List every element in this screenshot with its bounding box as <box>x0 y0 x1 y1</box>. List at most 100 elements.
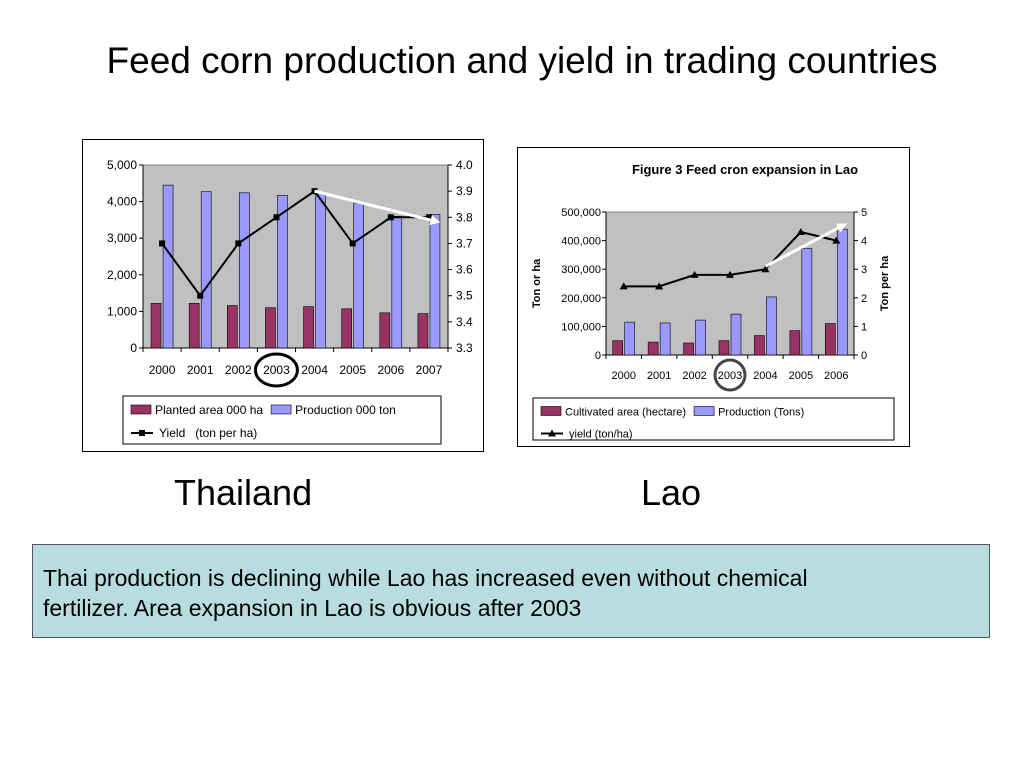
area-bar <box>341 308 352 349</box>
yield-point <box>387 214 394 221</box>
legend-box <box>122 395 442 445</box>
area-bar <box>683 342 694 356</box>
left-tick-label: 4,000 <box>107 195 137 209</box>
summary-note: Thai production is declining while Lao h… <box>32 544 990 638</box>
highlight-circle <box>253 352 299 388</box>
left-tick-label: 200,000 <box>561 293 601 305</box>
trend-arrow-head <box>835 223 847 233</box>
summary-note-line-1: Thai production is declining while Lao h… <box>43 565 808 591</box>
yield-point <box>425 214 432 221</box>
legend-marker <box>548 429 556 437</box>
area-bar <box>417 313 429 349</box>
yield-point <box>159 240 166 247</box>
left-tick-label: 0 <box>595 350 601 362</box>
production-bar <box>162 184 174 349</box>
area-bar <box>379 312 391 349</box>
x-tick-label: 2002 <box>682 370 706 382</box>
right-tick-label: 3.7 <box>456 236 473 250</box>
right-tick-label: 3.5 <box>456 289 473 303</box>
right-tick-label: 2 <box>861 293 867 305</box>
x-tick-label: 2000 <box>149 363 176 377</box>
left-tick-label: 2,000 <box>107 268 137 282</box>
yield-point <box>655 282 664 290</box>
trend-arrow <box>314 189 432 222</box>
yield-point <box>796 228 805 236</box>
yield-point <box>197 292 204 299</box>
trend-arrow-head <box>429 215 441 225</box>
yield-point <box>832 236 841 244</box>
right-tick-label: 0 <box>861 350 867 362</box>
legend-label: Cultivated area (hectare) <box>565 407 686 419</box>
yield-point <box>761 265 770 273</box>
slide-title: Feed corn production and yield in tradin… <box>106 40 938 81</box>
right-tick-label: 4.0 <box>456 158 473 172</box>
thailand-label: Thailand <box>174 472 313 513</box>
legend-label: yield (ton/ha) <box>569 429 633 441</box>
x-tick-label: 2003 <box>718 370 742 382</box>
right-tick-label: 3.4 <box>456 315 473 329</box>
legend-swatch <box>693 406 715 416</box>
production-bar <box>315 193 326 349</box>
left-tick-label: 500,000 <box>561 207 601 219</box>
plot-area <box>605 211 855 356</box>
legend-label: Planted area 000 ha <box>155 403 263 417</box>
area-bar <box>754 335 765 356</box>
production-bar <box>239 192 250 349</box>
legend-label: Yield (ton per ha) <box>159 426 257 440</box>
trend-arrow <box>764 226 839 268</box>
x-tick-label: 2005 <box>339 363 366 377</box>
production-bar <box>353 202 364 349</box>
x-tick-label: 2000 <box>611 370 635 382</box>
production-bar <box>624 321 636 356</box>
x-tick-label: 2003 <box>263 363 290 377</box>
left-tick-label: 5,000 <box>107 158 137 172</box>
area-bar <box>227 305 238 349</box>
area-bar <box>824 323 836 356</box>
production-bar <box>277 195 288 349</box>
chart-title: Figure 3 Feed cron expansion in Lao <box>632 162 858 177</box>
right-tick-label: 3.9 <box>456 184 473 198</box>
area-bar <box>789 330 801 356</box>
production-bar <box>801 248 813 356</box>
x-tick-label: 2001 <box>187 363 214 377</box>
legend-swatch <box>130 404 152 415</box>
yield-point <box>273 214 280 221</box>
area-bar <box>612 340 624 356</box>
production-bar <box>836 228 848 356</box>
area-bar <box>718 340 730 356</box>
area-bar <box>150 303 162 349</box>
legend-label: Production (Tons) <box>718 407 804 419</box>
yield-point <box>349 240 356 247</box>
left-axis-title: Ton or ha <box>531 258 543 308</box>
area-bar <box>303 306 314 349</box>
highlight-circle <box>713 358 747 392</box>
legend-box <box>532 397 895 441</box>
left-tick-label: 400,000 <box>561 236 601 248</box>
production-bar <box>659 322 671 356</box>
right-tick-label: 5 <box>861 207 867 219</box>
x-tick-label: 2004 <box>301 363 328 377</box>
production-bar <box>766 296 777 356</box>
yield-point <box>619 282 628 290</box>
x-tick-label: 2005 <box>789 370 813 382</box>
x-tick-label: 2006 <box>824 370 848 382</box>
production-bar <box>429 214 441 349</box>
area-bar <box>265 307 276 349</box>
left-tick-label: 3,000 <box>107 231 137 245</box>
x-tick-label: 2007 <box>416 363 443 377</box>
x-tick-label: 2001 <box>647 370 671 382</box>
summary-note-line-2: fertilizer. Area expansion in Lao is obv… <box>43 595 582 621</box>
lao-label: Lao <box>641 472 702 513</box>
thailand-chart-svg: 0 1,000 2,000 3,000 4,000 5,000 3.3 3.4 3.5 3.6 3.… <box>107 158 473 445</box>
x-tick-label: 2006 <box>377 363 404 377</box>
left-tick-label: 0 <box>130 341 137 355</box>
yield-point <box>235 240 242 247</box>
legend-marker <box>139 430 145 436</box>
legend-label: Production 000 ton <box>295 403 396 417</box>
production-bar <box>730 313 742 356</box>
production-bar <box>391 215 403 349</box>
yield-point <box>690 270 699 278</box>
right-tick-label: 3.3 <box>456 341 473 355</box>
plot-area <box>142 164 449 349</box>
lao-chart-svg: Figure 3 Feed cron expansion in Lao 0 100,… <box>531 162 895 441</box>
